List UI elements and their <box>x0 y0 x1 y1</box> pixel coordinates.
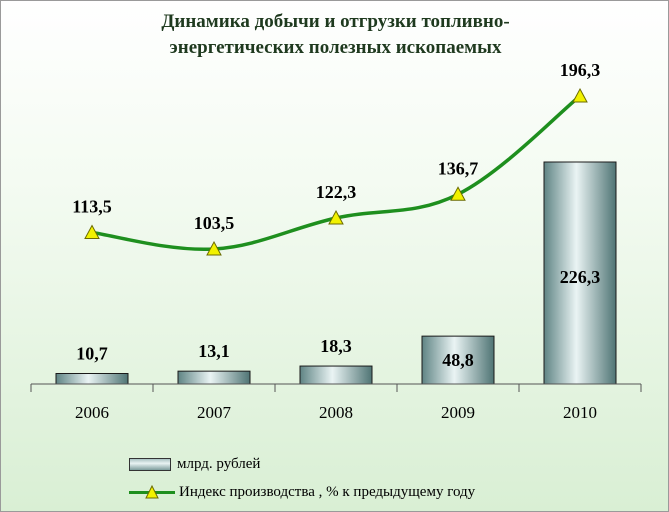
chart-title: Динамика добычи и отгрузки топливно- эне… <box>1 9 668 61</box>
bar <box>543 161 617 385</box>
legend-line-swatch <box>129 485 175 499</box>
bar <box>177 370 251 385</box>
bar <box>421 335 495 385</box>
x-tick-label: 2009 <box>441 403 475 422</box>
bar-value-label: 48,8 <box>442 350 474 370</box>
legend-bar-swatch <box>129 457 171 471</box>
line-point-marker <box>328 209 344 225</box>
x-tick-label: 2010 <box>563 403 597 422</box>
line-point-marker <box>450 186 466 201</box>
bar-value-label: 18,3 <box>320 336 352 356</box>
bar-value-label: 226,3 <box>560 267 601 287</box>
line-value-label: 103,5 <box>194 213 235 233</box>
legend-label-bars: млрд. рублей <box>177 455 261 472</box>
legend-item-bars: млрд. рублей <box>129 453 475 475</box>
line-value-label: 136,7 <box>438 158 479 178</box>
bar <box>55 373 129 385</box>
line-point-marker <box>84 224 100 240</box>
line-value-label: 113,5 <box>72 197 112 217</box>
line-value-label: 196,3 <box>560 60 601 80</box>
bar-value-label: 13,1 <box>198 341 230 361</box>
x-tick-label: 2007 <box>197 403 232 422</box>
legend-triangle-marker <box>145 485 159 499</box>
bar-value-label: 10,7 <box>76 344 108 364</box>
line-value-label: 122,3 <box>316 182 357 202</box>
index-line <box>91 94 582 252</box>
line-point-marker <box>206 240 222 256</box>
legend: млрд. рублей Индекс производства , % к п… <box>129 453 475 509</box>
x-tick-label: 2008 <box>319 403 353 422</box>
chart-title-line-1: Динамика добычи и отгрузки топливно- <box>161 11 510 32</box>
bar <box>299 365 373 385</box>
legend-item-line: Индекс производства , % к предыдущему го… <box>129 481 475 503</box>
x-tick-label: 2006 <box>75 403 109 422</box>
line-point-marker <box>572 87 588 103</box>
legend-label-line: Индекс производства , % к предыдущему го… <box>179 483 476 500</box>
chart-title-line-2: энергетических полезных ископаемых <box>169 37 502 58</box>
